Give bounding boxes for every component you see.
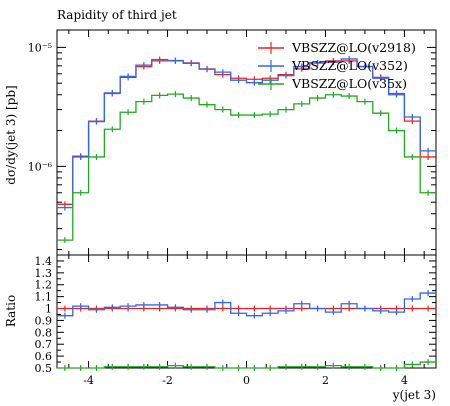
- x-tick-label: 2: [322, 374, 329, 387]
- main-axis-ticks: [57, 30, 436, 255]
- series-line-3: [57, 93, 436, 241]
- ratio-series-group: [57, 290, 436, 371]
- y-axis-title: dσ/dy(jet 3) [pb]: [4, 85, 18, 184]
- x-tick-label: 0: [243, 374, 250, 387]
- chart-title: Rapidity of third jet: [57, 8, 177, 22]
- y-tick-label: 10⁻⁵: [28, 41, 52, 54]
- ratio-line-2: [57, 292, 436, 317]
- main-series-group: [57, 55, 436, 244]
- ratio-tick-label: 0.9: [35, 314, 53, 327]
- x-tick-label: -4: [83, 374, 94, 387]
- legend: VBSZZ@LO(v2918) VBSZZ@LO(v352) VBSZZ@LO(v3…: [258, 40, 416, 91]
- ratio-tick-label: 1.1: [35, 291, 53, 304]
- ratio-line-3: [57, 361, 436, 369]
- ratio-tick-label: 1.3: [35, 267, 53, 280]
- x-tick-label: 4: [401, 374, 408, 387]
- ratio-tick-label: 0.5: [35, 362, 53, 375]
- x-axis-title: y(jet 3): [392, 388, 436, 402]
- ratio-tick-label: 1.2: [35, 279, 53, 292]
- ratio-tick-label: 0.6: [35, 350, 53, 363]
- legend-label-1: VBSZZ@LO(v2918): [291, 40, 416, 55]
- legend-label-3: VBSZZ@LO(v35x): [291, 76, 407, 91]
- y-tick-label: 10⁻⁶: [28, 160, 53, 173]
- y-tick-labels: 10⁻⁶ 10⁻⁵: [28, 41, 53, 173]
- ratio-tick-label: 0.8: [35, 326, 53, 339]
- series-line-2: [57, 58, 436, 209]
- ratio-axis-ticks: [57, 255, 436, 369]
- ratio-tick-label: 1.4: [35, 255, 53, 268]
- x-tick-label: -2: [162, 374, 173, 387]
- ratio-tick-label: 1: [45, 303, 52, 316]
- ratio-tick-labels: 0.50.60.70.80.911.11.21.31.4: [35, 255, 53, 375]
- x-tick-labels: -4 -2 0 2 4: [83, 374, 408, 387]
- ratio-axis-title: Ratio: [4, 295, 18, 327]
- legend-label-2: VBSZZ@LO(v352): [291, 58, 408, 73]
- ratio-tick-label: 0.7: [35, 338, 53, 351]
